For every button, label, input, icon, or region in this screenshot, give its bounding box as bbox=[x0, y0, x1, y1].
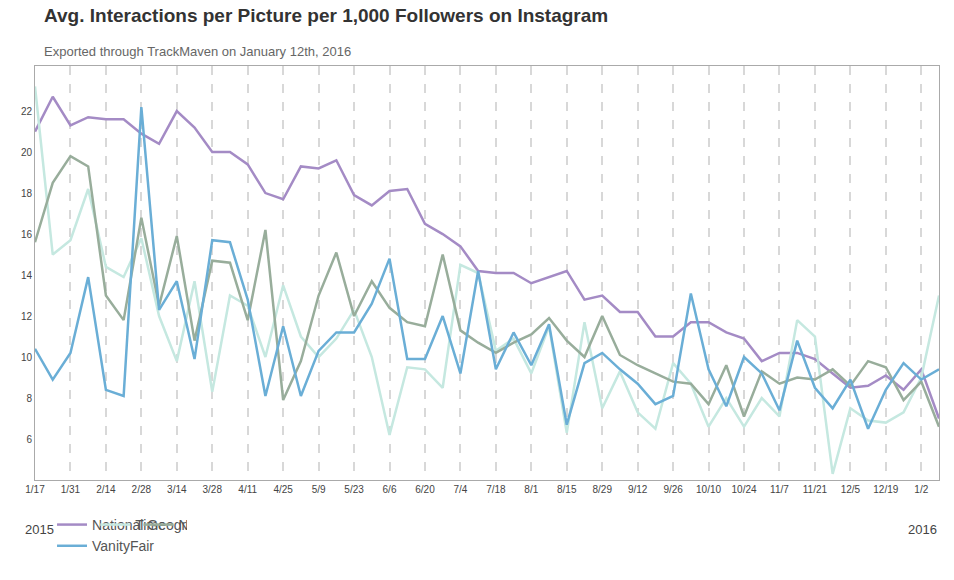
svg-text:11/21: 11/21 bbox=[803, 484, 828, 495]
svg-text:National Geographic: National Geographic bbox=[92, 517, 187, 533]
svg-text:18: 18 bbox=[21, 188, 33, 199]
svg-text:2/14: 2/14 bbox=[96, 484, 116, 495]
svg-text:5/9: 5/9 bbox=[312, 484, 326, 495]
svg-text:4/25: 4/25 bbox=[273, 484, 293, 495]
svg-text:14: 14 bbox=[21, 270, 33, 281]
svg-text:Exported through TrackMaven on: Exported through TrackMaven on January 1… bbox=[44, 44, 351, 59]
svg-text:10: 10 bbox=[21, 352, 33, 363]
svg-text:10/10: 10/10 bbox=[696, 484, 721, 495]
svg-text:9/26: 9/26 bbox=[663, 484, 683, 495]
svg-text:5/23: 5/23 bbox=[344, 484, 364, 495]
svg-text:10/24: 10/24 bbox=[732, 484, 757, 495]
svg-text:12: 12 bbox=[21, 311, 33, 322]
svg-text:6/6: 6/6 bbox=[383, 484, 397, 495]
svg-text:1/2: 1/2 bbox=[914, 484, 928, 495]
svg-text:7/18: 7/18 bbox=[486, 484, 506, 495]
svg-text:8/29: 8/29 bbox=[592, 484, 612, 495]
svg-text:3/28: 3/28 bbox=[203, 484, 223, 495]
svg-text:12/5: 12/5 bbox=[841, 484, 861, 495]
svg-text:NewYorker: NewYorker bbox=[178, 517, 187, 533]
svg-text:8/15: 8/15 bbox=[557, 484, 577, 495]
svg-text:1/17: 1/17 bbox=[25, 484, 45, 495]
svg-text:8/1: 8/1 bbox=[524, 484, 538, 495]
svg-text:2/28: 2/28 bbox=[132, 484, 152, 495]
svg-text:22: 22 bbox=[21, 106, 33, 117]
svg-text:12/19: 12/19 bbox=[873, 484, 898, 495]
svg-text:11/7: 11/7 bbox=[770, 484, 789, 495]
svg-text:4/11: 4/11 bbox=[238, 484, 257, 495]
svg-text:Avg. Interactions per Picture: Avg. Interactions per Picture per 1,000 … bbox=[44, 5, 608, 26]
svg-text:8: 8 bbox=[26, 393, 32, 404]
svg-text:VanityFair: VanityFair bbox=[92, 538, 154, 554]
svg-text:20: 20 bbox=[21, 147, 33, 158]
svg-text:6: 6 bbox=[26, 434, 32, 445]
svg-text:6/20: 6/20 bbox=[415, 484, 435, 495]
svg-text:2015: 2015 bbox=[25, 522, 54, 537]
svg-text:Time: Time bbox=[135, 517, 166, 533]
svg-text:7/4: 7/4 bbox=[453, 484, 467, 495]
svg-text:2016: 2016 bbox=[908, 522, 937, 537]
svg-text:1/31: 1/31 bbox=[61, 484, 81, 495]
svg-text:16: 16 bbox=[21, 229, 33, 240]
svg-text:9/12: 9/12 bbox=[628, 484, 648, 495]
svg-text:3/14: 3/14 bbox=[167, 484, 187, 495]
